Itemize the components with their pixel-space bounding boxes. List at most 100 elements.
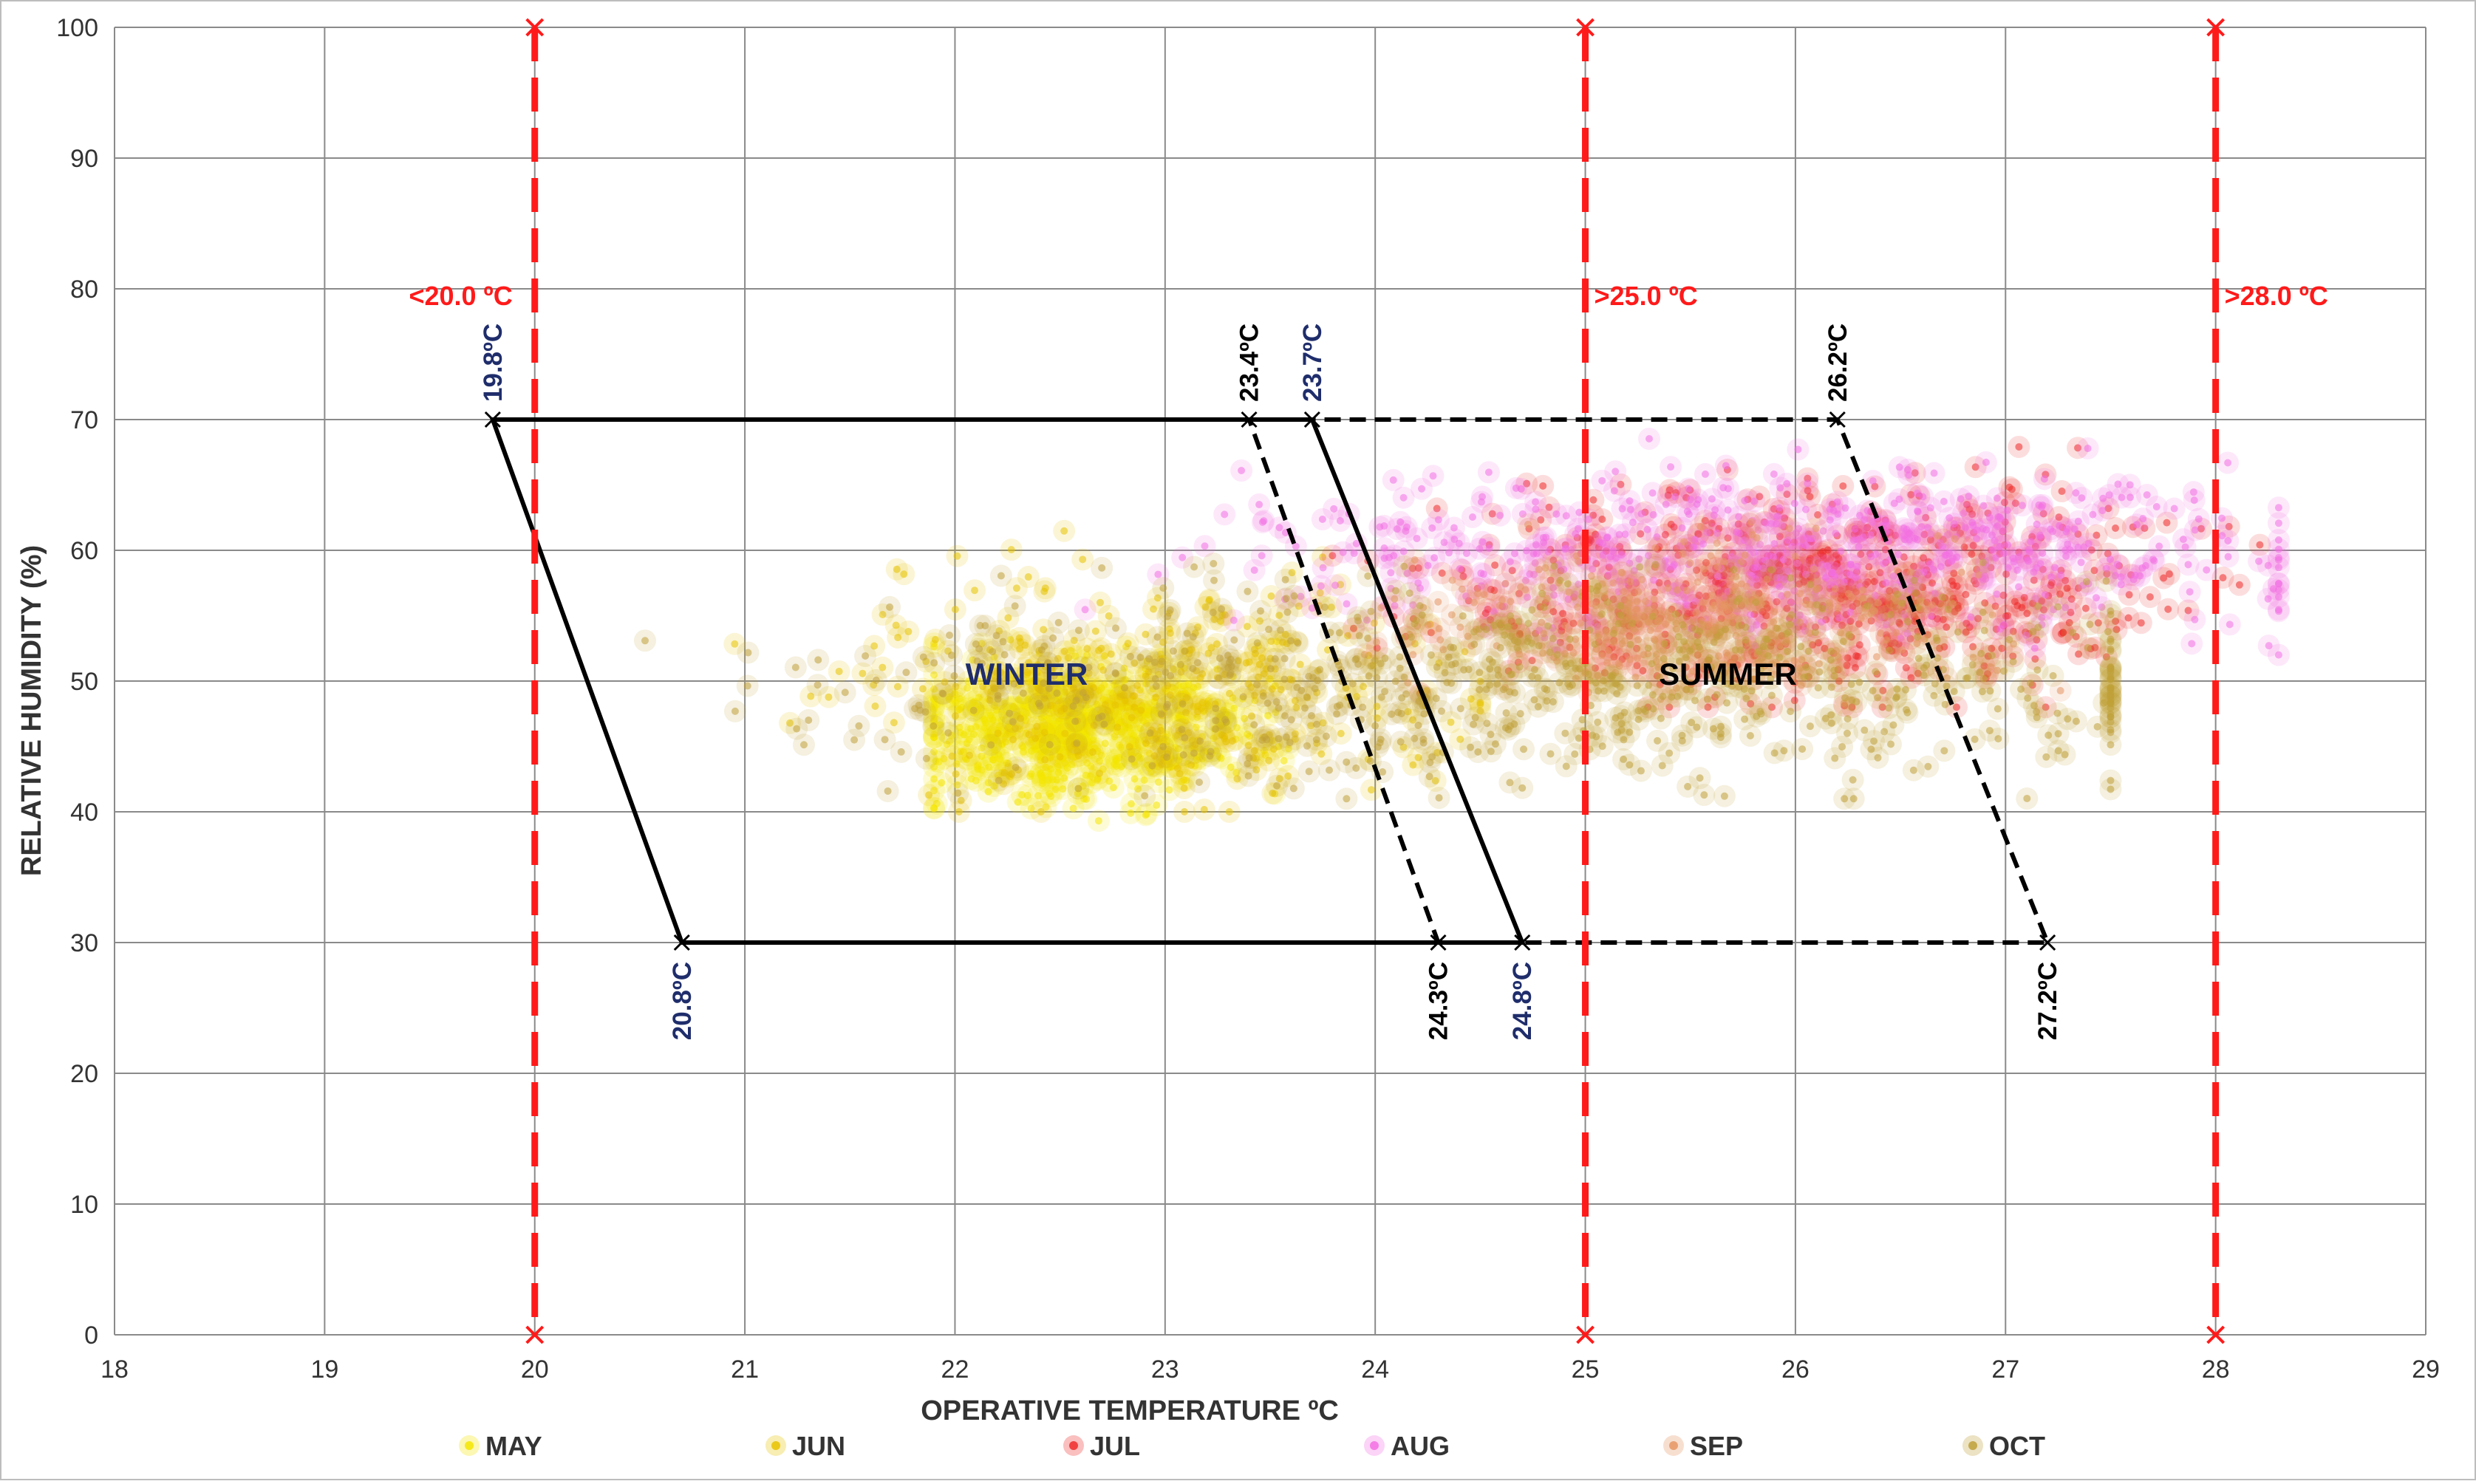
data-point	[2255, 558, 2262, 565]
data-point	[966, 751, 973, 759]
data-point	[2041, 475, 2048, 482]
data-point	[1687, 496, 1694, 503]
data-point	[1708, 495, 1716, 502]
data-point	[1835, 605, 1842, 612]
data-point	[1265, 757, 1272, 765]
data-point	[1039, 773, 1046, 780]
x-tick-label: 25	[1572, 1355, 1600, 1384]
data-point	[2275, 607, 2282, 615]
data-point	[2164, 606, 2172, 613]
data-point	[1834, 498, 1841, 505]
data-point	[1097, 599, 1104, 606]
data-point	[1694, 578, 1702, 586]
data-point	[1326, 767, 1333, 774]
data-point	[2106, 491, 2113, 499]
data-point	[2188, 640, 2195, 647]
data-point	[1914, 490, 1921, 497]
y-tick-label: 30	[70, 929, 98, 957]
data-point	[1026, 731, 1033, 738]
data-point	[2138, 619, 2145, 626]
data-point	[1994, 590, 2001, 598]
data-point	[1770, 471, 1778, 478]
data-point	[1343, 601, 1351, 608]
data-point	[1130, 775, 1138, 782]
data-point	[1470, 599, 1478, 606]
data-point	[1317, 582, 1325, 589]
data-point	[930, 805, 938, 813]
data-point	[2026, 548, 2033, 555]
data-point	[1965, 493, 1972, 500]
data-point	[2039, 502, 2046, 509]
data-point	[1960, 510, 1967, 517]
data-point	[2078, 494, 2085, 502]
x-tick-label: 29	[2412, 1355, 2440, 1384]
data-point	[744, 683, 751, 690]
data-point	[1626, 578, 1634, 585]
data-point	[1882, 579, 1889, 587]
data-point	[1014, 799, 1022, 806]
data-point	[1702, 471, 1709, 478]
x-tick-label: 19	[310, 1355, 338, 1384]
data-point	[1128, 800, 1135, 807]
y-tick-label: 20	[70, 1060, 98, 1088]
data-point	[2144, 491, 2151, 499]
data-point	[2218, 515, 2226, 522]
data-point	[1611, 487, 1618, 494]
data-point	[1337, 730, 1345, 737]
data-point	[1943, 552, 1951, 559]
data-point	[1166, 786, 1173, 793]
data-point	[1238, 467, 1245, 474]
data-point	[2057, 687, 2064, 694]
data-point	[1832, 530, 1839, 537]
data-point	[952, 712, 959, 719]
data-point	[1221, 510, 1228, 518]
y-tick-label: 80	[70, 276, 98, 304]
data-point	[1622, 530, 1629, 538]
data-point	[1089, 748, 1097, 756]
data-point	[1111, 702, 1119, 709]
data-point	[1863, 602, 1871, 609]
data-point	[1539, 482, 1546, 490]
data-point	[1267, 592, 1275, 600]
x-tick-label: 21	[731, 1355, 759, 1384]
data-point	[952, 770, 960, 778]
data-point	[2203, 567, 2210, 574]
data-point	[1479, 538, 1486, 546]
data-point	[1697, 523, 1705, 530]
data-point	[1057, 753, 1064, 761]
data-point	[1320, 564, 1327, 572]
data-point	[1413, 535, 1421, 542]
data-point	[2127, 481, 2134, 488]
data-point	[1012, 764, 1020, 771]
data-point	[1940, 498, 1948, 505]
data-point	[1179, 700, 1187, 708]
data-point	[1931, 470, 1938, 477]
data-point	[1469, 513, 1476, 521]
data-point	[1008, 546, 1015, 553]
data-point	[1783, 480, 1790, 488]
data-point	[1179, 554, 1186, 561]
data-point	[1552, 510, 1560, 518]
data-point	[2015, 584, 2022, 591]
data-point	[1095, 817, 1102, 824]
data-point	[1612, 468, 1619, 475]
data-point	[1368, 786, 1375, 793]
data-point	[1025, 573, 1032, 581]
data-point	[1021, 642, 1029, 649]
data-point	[1403, 524, 1411, 531]
data-point	[1679, 524, 1686, 532]
data-point	[1651, 544, 1659, 552]
y-tick-label: 10	[70, 1191, 98, 1219]
data-point	[1096, 770, 1103, 777]
data-point	[2033, 521, 2041, 528]
data-point	[1201, 542, 1209, 550]
data-point	[814, 681, 822, 688]
data-point	[1456, 540, 1463, 547]
y-tick-label: 70	[70, 406, 98, 434]
data-point	[1434, 598, 1442, 606]
data-point	[1900, 524, 1908, 532]
data-point	[2066, 546, 2073, 553]
data-point	[2004, 507, 2011, 514]
data-point	[1664, 584, 1671, 592]
data-point	[890, 719, 898, 726]
